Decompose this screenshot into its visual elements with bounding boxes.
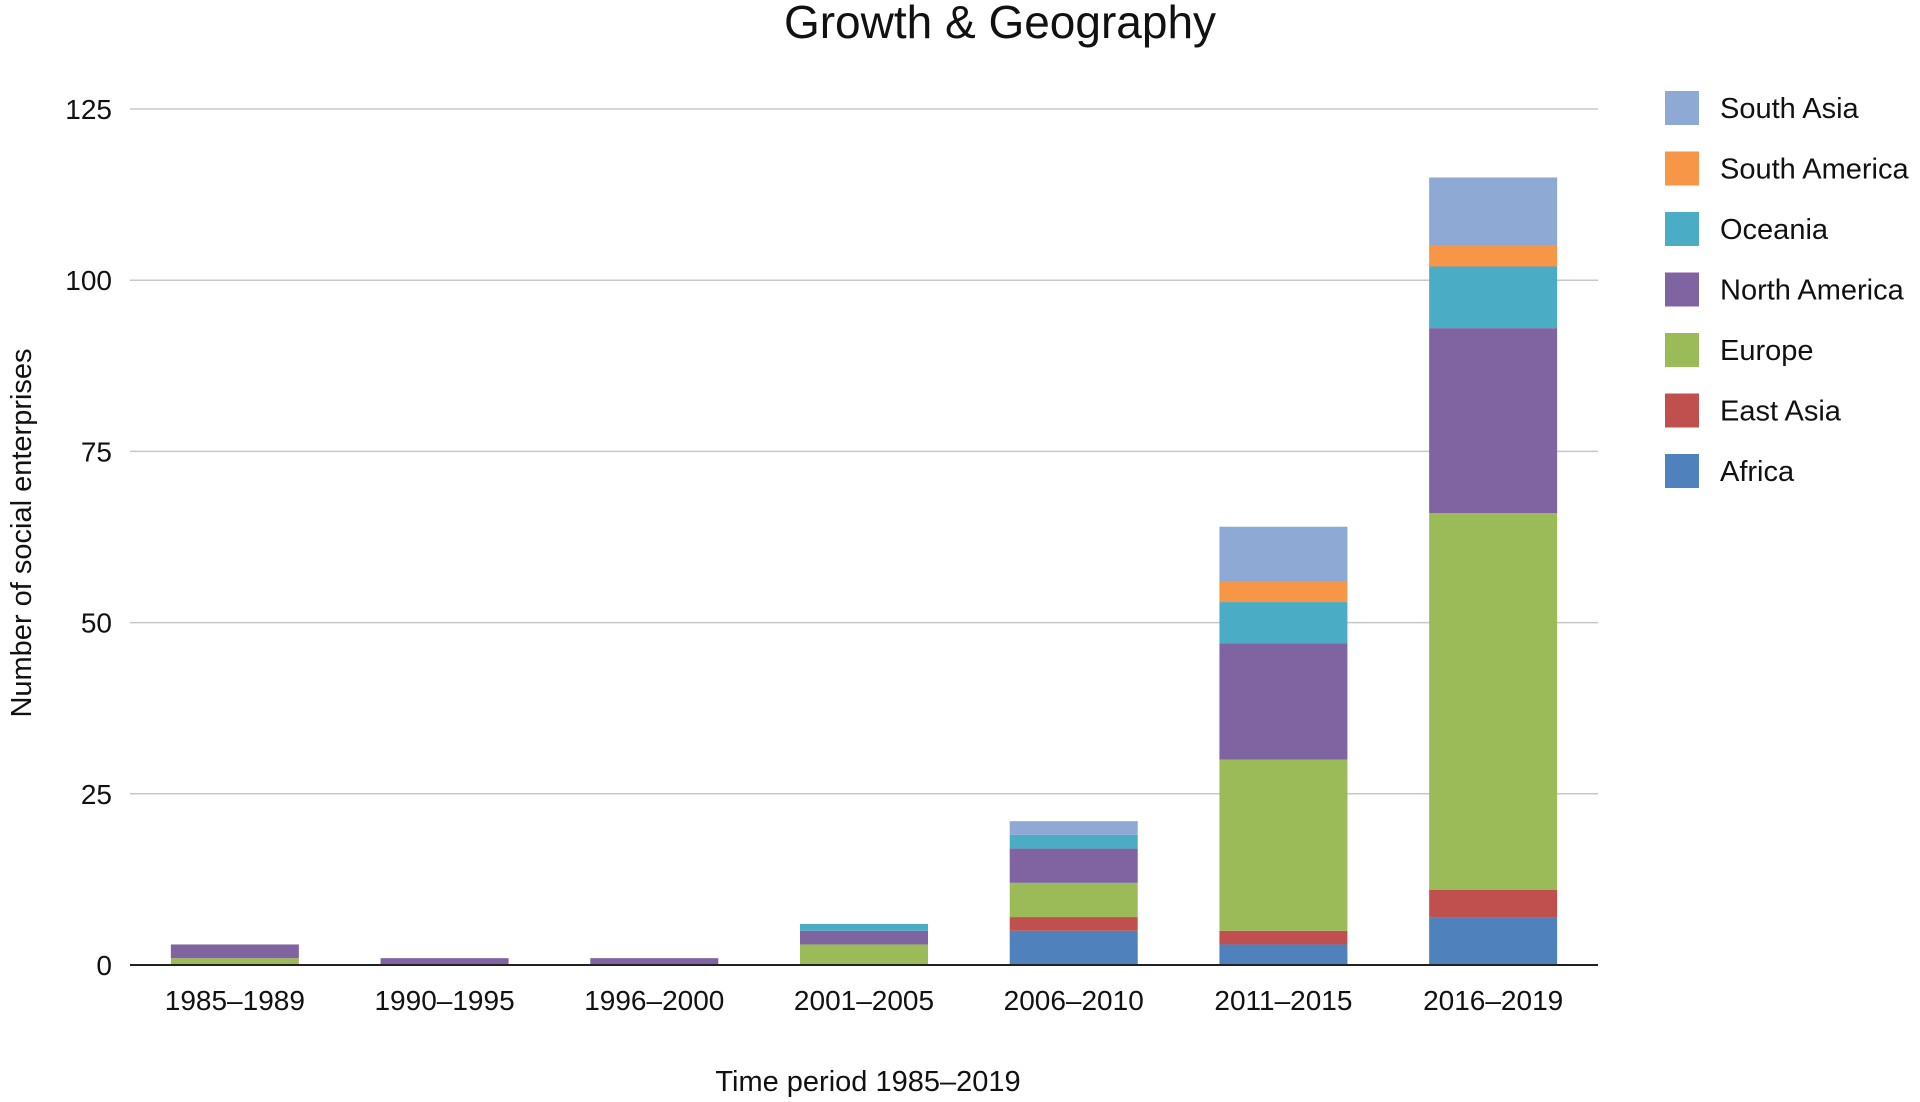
bar-stack	[1009, 821, 1138, 965]
bar-segment	[1219, 526, 1348, 582]
legend-label: East Asia	[1720, 396, 1842, 428]
legend-swatch	[1665, 212, 1699, 246]
bar-segment	[1429, 513, 1558, 890]
bar-stack	[380, 958, 509, 965]
legend: South Asia South America Oceania North Amer…	[1665, 91, 1909, 488]
bar-segment	[170, 944, 299, 959]
bar-stack	[800, 923, 928, 965]
x-tick-label: 1996–2000	[584, 985, 724, 1016]
x-axis-label: Time period 1985–2019	[715, 1066, 1020, 1098]
bar-segment	[1219, 602, 1348, 644]
bar-segment	[170, 958, 299, 965]
x-tick-label: 2016–2019	[1423, 985, 1563, 1016]
bar-segment	[1009, 917, 1138, 931]
bar-segment	[1009, 834, 1138, 849]
legend-item: Oceania	[1665, 212, 1829, 246]
y-axis-ticks: 0 25 50 75 100 125	[65, 94, 112, 981]
y-tick-label: 100	[65, 265, 112, 296]
legend-swatch	[1665, 91, 1699, 125]
y-tick-label: 25	[81, 779, 112, 810]
y-tick-label: 50	[81, 608, 112, 639]
bar-stack	[170, 944, 299, 965]
x-tick-label: 1990–1995	[374, 985, 514, 1016]
legend-item: Europe	[1665, 333, 1814, 367]
legend-item: East Asia	[1665, 393, 1842, 428]
bar-segment	[1429, 889, 1558, 918]
bar-segment	[590, 958, 719, 965]
legend-item: South America	[1665, 151, 1909, 186]
legend-swatch	[1665, 393, 1699, 428]
bar-segment	[1429, 177, 1558, 246]
legend-label: Africa	[1720, 456, 1795, 488]
legend-swatch	[1665, 272, 1699, 307]
x-tick-label: 1985–1989	[165, 985, 305, 1016]
bar-segment	[1429, 266, 1558, 329]
x-axis-ticks: 1985–1989 1990–1995 1996–2000 2001–2005 2006…	[165, 985, 1563, 1016]
bar-segment	[1219, 759, 1348, 931]
bar-stack	[590, 958, 719, 965]
bar-segment	[1009, 848, 1138, 883]
x-tick-label: 2001–2005	[794, 985, 934, 1016]
legend-item: Africa	[1665, 454, 1795, 488]
x-tick-label: 2006–2010	[1004, 985, 1144, 1016]
legend-label: North America	[1720, 275, 1905, 307]
bar-segment	[1009, 930, 1138, 965]
bar-segment	[1429, 917, 1558, 965]
legend-swatch	[1665, 333, 1699, 367]
bar-segment	[800, 923, 928, 931]
y-tick-label: 125	[65, 94, 112, 125]
bar-segment	[1009, 882, 1138, 918]
bar-segment	[1219, 930, 1348, 945]
legend-swatch	[1665, 454, 1699, 488]
bar-stack	[1219, 526, 1348, 965]
legend-label: South Asia	[1720, 93, 1860, 125]
bar-segment	[1219, 643, 1348, 760]
bar-stack	[1429, 177, 1558, 965]
legend-label: South America	[1720, 154, 1909, 186]
legend-swatch	[1665, 151, 1699, 186]
bar-segment	[1429, 328, 1558, 514]
bar-segment	[800, 930, 928, 945]
legend-item: South Asia	[1665, 91, 1860, 125]
bar-segment	[1219, 581, 1348, 603]
legend-label: Europe	[1720, 335, 1814, 367]
bar-segment	[1429, 245, 1558, 267]
y-tick-label: 0	[96, 950, 112, 981]
legend-item: North America	[1665, 272, 1905, 307]
gridlines	[130, 108, 1598, 795]
bars	[170, 177, 1558, 965]
bar-segment	[1219, 944, 1348, 965]
bar-segment	[800, 944, 928, 965]
y-tick-label: 75	[81, 436, 112, 467]
bar-segment	[1009, 821, 1138, 835]
bar-segment	[380, 958, 509, 965]
y-axis-label: Number of social enterprises	[6, 348, 38, 717]
legend-label: Oceania	[1720, 214, 1829, 246]
chart-title: Growth & Geography	[784, 0, 1216, 48]
x-tick-label: 2011–2015	[1214, 985, 1352, 1016]
